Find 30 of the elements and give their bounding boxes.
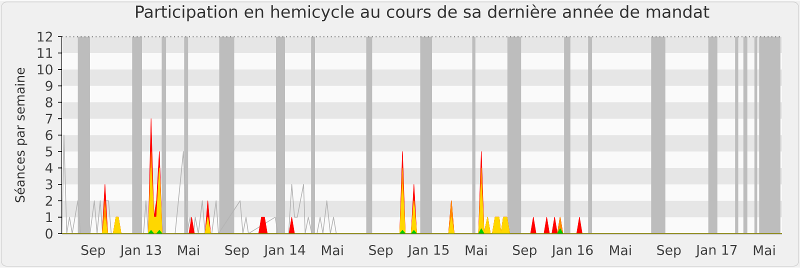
x-tick-label: Mai bbox=[466, 245, 487, 256]
y-tick-label: 6 bbox=[46, 130, 52, 140]
y-tick-label: 11 bbox=[38, 48, 52, 58]
y-tick-label: 5 bbox=[46, 146, 52, 157]
x-tick-label: Sep bbox=[225, 245, 249, 258]
x-tick-label: Jan 13 bbox=[120, 245, 162, 258]
x-tick-label: Mai bbox=[178, 245, 199, 256]
x-tick-label: Mai bbox=[754, 245, 775, 256]
y-tick-label: 10 bbox=[38, 64, 52, 75]
y-tick-label: 8 bbox=[46, 97, 52, 108]
x-tick-label: Jan 16 bbox=[551, 245, 593, 258]
chart-title: Participation en hemicycle au cours de sa dernière année de mandat bbox=[136, 4, 710, 22]
x-tick-label: Sep bbox=[512, 245, 536, 258]
y-axis-title: Séances par semaine bbox=[14, 68, 28, 202]
y-tick-label: 4 bbox=[45, 163, 53, 173]
x-tick-label: Sep bbox=[81, 245, 105, 258]
y-tick-label: 1 bbox=[46, 212, 52, 222]
x-tick-label: Jan 14 bbox=[263, 245, 306, 258]
x-tick-label: Jan 17 bbox=[695, 245, 737, 258]
x-tick-label: Sep bbox=[369, 245, 393, 258]
x-tick-label: Mai bbox=[322, 245, 343, 256]
y-tick-label: 9 bbox=[46, 80, 52, 92]
y-tick-label: 3 bbox=[46, 179, 52, 190]
x-tick-label: Mai bbox=[610, 245, 631, 256]
y-tick-label: 7 bbox=[46, 114, 52, 124]
x-tick-label: Sep bbox=[657, 245, 681, 258]
y-tick-label: 2 bbox=[46, 196, 52, 206]
y-tick-label: 0 bbox=[46, 228, 52, 239]
y-tick-label: 12 bbox=[38, 32, 52, 42]
x-tick-label: Jan 15 bbox=[407, 245, 449, 258]
